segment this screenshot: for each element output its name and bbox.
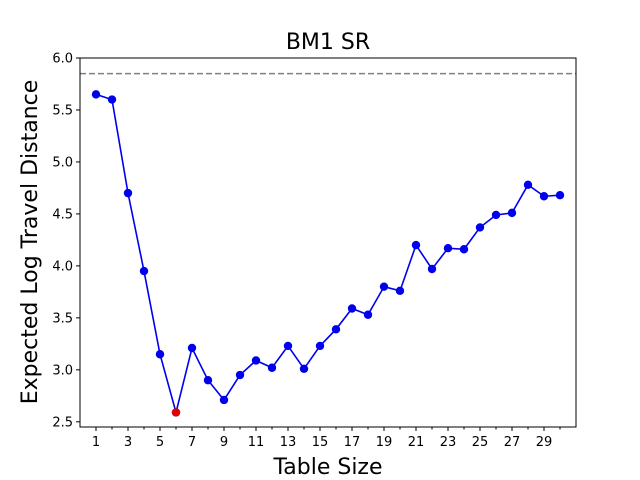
x-tick-label: 15 (312, 435, 329, 450)
data-point (91, 90, 101, 99)
data-point (107, 95, 117, 104)
data-point (331, 325, 341, 334)
y-tick-label: 4.0 (52, 259, 73, 274)
data-point (267, 363, 277, 372)
data-point (523, 180, 533, 190)
x-tick-label: 21 (408, 435, 425, 450)
plot-area: 2.53.03.54.04.55.05.56.01 3 5 7 9 11 13 15 17 19 2… (52, 52, 576, 450)
x-tick-label: 29 (536, 435, 553, 450)
data-point (395, 286, 405, 296)
x-tick-label: 25 (472, 435, 489, 450)
chart-title: BM1 SR (286, 30, 370, 55)
data-point (347, 304, 357, 313)
x-tick-label: 13 (280, 435, 297, 450)
data-point (187, 343, 197, 353)
x-tick-label: 7 (188, 435, 196, 450)
y-tick-label: 2.5 (52, 415, 73, 430)
data-point (427, 264, 437, 274)
x-tick-label: 1 (92, 435, 100, 450)
data-point (235, 370, 245, 380)
x-tick-label: 5 (156, 435, 164, 450)
data-point (219, 395, 229, 405)
data-point (283, 341, 293, 351)
data-point (459, 245, 469, 254)
x-tick-label: 11 (248, 435, 265, 450)
plot-frame (79, 57, 577, 428)
y-tick-label: 6.0 (52, 52, 73, 67)
data-point (507, 208, 517, 218)
data-point (443, 244, 453, 253)
data-point (379, 282, 389, 291)
data-point (139, 266, 149, 276)
y-tick-label: 3.5 (52, 311, 73, 326)
y-axis-label: Expected Log Travel Distance (18, 80, 43, 405)
data-point (299, 364, 309, 373)
data-point (315, 341, 325, 351)
highlight-point (171, 408, 181, 417)
y-tick-label: 5.5 (52, 103, 73, 118)
y-tick-label: 5.0 (52, 155, 73, 170)
data-point (155, 350, 165, 359)
x-axis-label: Table Size (272, 455, 382, 480)
data-point (411, 240, 421, 250)
y-tick-label: 4.5 (52, 207, 73, 222)
data-point (475, 223, 485, 232)
data-point (123, 188, 133, 198)
data-point (203, 376, 213, 385)
data-point (251, 356, 261, 365)
x-tick-label: 9 (220, 435, 228, 450)
series-line (95, 93, 561, 416)
x-tick-label: 17 (344, 435, 361, 450)
x-tick-label: 3 (124, 435, 132, 450)
data-point (491, 210, 501, 220)
x-tick-label: 23 (440, 435, 457, 450)
data-point (555, 191, 565, 200)
x-tick-label: 19 (376, 435, 393, 450)
data-point (539, 192, 549, 201)
x-tick-label: 27 (504, 435, 521, 450)
data-point (363, 310, 373, 319)
y-tick-label: 3.0 (52, 363, 73, 378)
